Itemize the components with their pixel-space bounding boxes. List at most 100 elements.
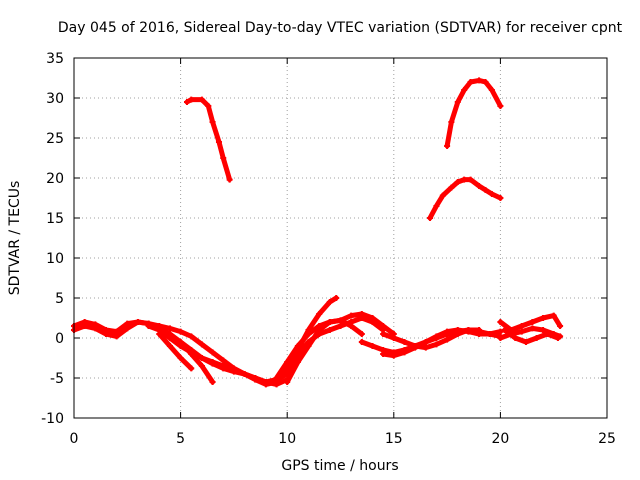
series-mid-c xyxy=(380,327,483,351)
data-point xyxy=(554,335,561,341)
data-point xyxy=(476,77,483,84)
x-tick-label: 15 xyxy=(385,431,403,447)
data-point xyxy=(284,379,291,385)
y-tick-label: 35 xyxy=(46,51,64,67)
y-tick-label: 30 xyxy=(46,91,64,107)
y-tick-label: 5 xyxy=(55,291,64,307)
series-rise-d xyxy=(284,317,365,385)
data-point xyxy=(497,335,504,341)
data-point xyxy=(390,335,397,341)
y-tick-label: 0 xyxy=(55,331,64,347)
data-point xyxy=(454,99,461,105)
x-tick-label: 0 xyxy=(70,431,79,447)
data-point xyxy=(166,343,173,349)
series-late-a xyxy=(497,312,564,333)
data-point xyxy=(305,331,312,337)
y-tick-label: -10 xyxy=(41,411,64,427)
data-point xyxy=(177,339,184,345)
data-point xyxy=(209,359,216,365)
data-point xyxy=(488,191,495,197)
data-point xyxy=(209,119,216,125)
data-point xyxy=(380,331,387,337)
x-tick-label: 20 xyxy=(491,431,509,447)
data-point xyxy=(305,343,312,349)
data-point xyxy=(337,323,344,329)
data-point xyxy=(198,96,205,103)
data-point xyxy=(294,343,301,349)
data-point xyxy=(412,343,419,349)
data-point xyxy=(294,351,301,357)
data-point xyxy=(448,119,455,125)
series-trace xyxy=(184,97,233,183)
data-point xyxy=(205,103,212,109)
data-point xyxy=(439,192,446,199)
data-point xyxy=(337,317,344,324)
data-point xyxy=(444,143,451,149)
data-point xyxy=(529,319,536,325)
data-point xyxy=(113,333,120,340)
series-trace xyxy=(156,331,194,371)
series-pass-e xyxy=(177,339,216,385)
data-point xyxy=(252,375,259,381)
data-point xyxy=(166,335,173,341)
data-point xyxy=(550,312,557,319)
data-point xyxy=(467,176,474,183)
data-point xyxy=(209,349,216,356)
data-point xyxy=(544,331,551,337)
data-point xyxy=(497,195,504,201)
data-point xyxy=(215,139,222,145)
data-point xyxy=(380,351,387,357)
data-point xyxy=(369,343,376,349)
data-point xyxy=(198,355,205,361)
data-point xyxy=(369,319,376,325)
data-point xyxy=(326,319,333,325)
data-point xyxy=(81,323,88,329)
plot-frame xyxy=(73,57,608,419)
series-trace xyxy=(284,315,386,377)
x-tick-label: 10 xyxy=(278,431,296,447)
x-tick-label: 25 xyxy=(598,431,616,447)
y-tick-label: 20 xyxy=(46,171,64,187)
series-trace xyxy=(380,327,482,351)
data-point xyxy=(166,325,173,332)
data-point xyxy=(134,319,141,325)
data-point xyxy=(188,351,195,357)
y-axis-ticks: -10 -5 0 5 10 15 20 25 30 35 xyxy=(41,51,607,427)
data-point xyxy=(316,311,323,317)
data-point xyxy=(540,315,547,321)
data-point xyxy=(467,79,474,85)
series-late-c xyxy=(501,327,561,345)
data-point xyxy=(390,352,397,359)
data-point xyxy=(433,333,440,340)
data-point xyxy=(177,355,184,361)
data-point xyxy=(273,375,280,381)
x-axis-ticks: 0 5 10 15 20 25 xyxy=(70,58,616,447)
data-point xyxy=(358,315,365,321)
data-point xyxy=(422,339,429,345)
data-point xyxy=(454,179,461,185)
data-point xyxy=(518,323,525,329)
data-point xyxy=(226,176,233,183)
y-tick-label: 10 xyxy=(46,251,64,267)
data-point xyxy=(284,359,291,365)
data-point xyxy=(333,295,340,301)
series-high-c xyxy=(427,176,504,221)
data-point xyxy=(316,327,323,333)
data-point xyxy=(557,323,564,329)
data-point xyxy=(444,328,451,335)
data-point xyxy=(220,363,227,369)
series-trace xyxy=(178,339,216,385)
grid xyxy=(74,58,607,418)
chart-title: Day 045 of 2016, Sidereal Day-to-day VTE… xyxy=(58,20,623,36)
data-point xyxy=(177,328,184,335)
data-point xyxy=(188,333,195,340)
data-point xyxy=(102,331,109,337)
series-trace xyxy=(427,177,503,221)
series-pass-d xyxy=(156,331,195,372)
series-pass-a xyxy=(71,319,291,385)
data-point xyxy=(358,331,365,337)
data-point xyxy=(220,357,227,364)
data-point xyxy=(326,299,333,305)
y-axis-label: SDTVAR / TECUs xyxy=(7,181,23,296)
